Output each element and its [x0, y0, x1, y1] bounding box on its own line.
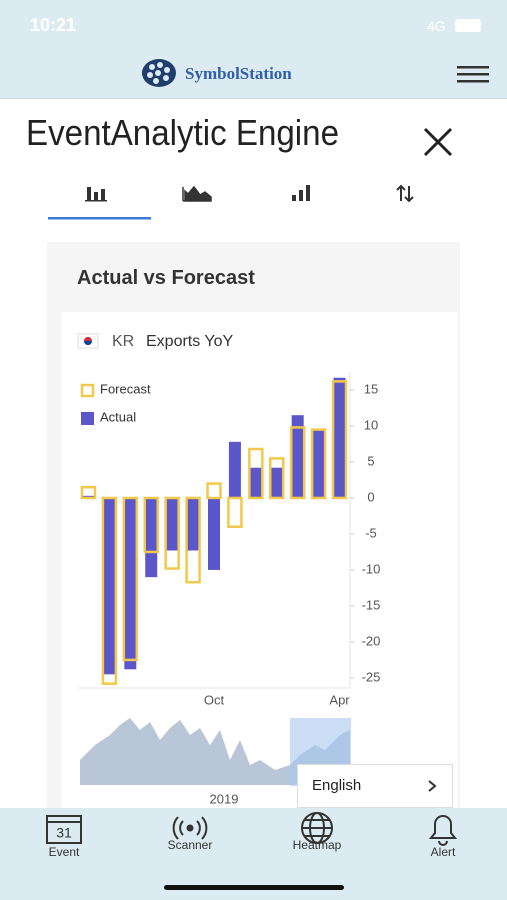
- tab-bar-chart[interactable]: [85, 187, 107, 202]
- forecast-bar: [331, 380, 348, 500]
- tab-label[interactable]: Scanner: [167, 838, 213, 852]
- forecast-bar: [101, 496, 118, 685]
- navigator-label: 2019: [210, 791, 239, 806]
- top-bar: SymbolStation: [0, 50, 507, 99]
- tab-label[interactable]: Alert: [430, 845, 456, 859]
- legend-swatch: [80, 383, 95, 398]
- flag: [77, 333, 99, 349]
- actual-bar: [208, 497, 220, 570]
- legend-label: Forecast: [100, 381, 151, 396]
- navigator-area: [80, 718, 350, 785]
- heatmap-icon[interactable]: [301, 812, 333, 844]
- y-tick-label: 5: [367, 453, 374, 468]
- forecast-bar: [80, 485, 97, 500]
- forecast-bar: [289, 426, 306, 500]
- forecast-bar: [164, 496, 180, 570]
- forecast-bar: [248, 447, 264, 500]
- page-title: EventAnalytic Engine: [26, 112, 340, 153]
- forecast-bar: [206, 482, 222, 500]
- battery: [455, 19, 481, 32]
- alert-icon[interactable]: [428, 815, 458, 846]
- forecast-bar: [310, 428, 327, 500]
- forecast-bar: [122, 496, 139, 662]
- y-tick-label: 15: [364, 381, 378, 396]
- actual-bar: [124, 497, 137, 670]
- language-label: English: [312, 777, 362, 794]
- card-title: Actual vs Forecast: [77, 267, 255, 289]
- event-icon[interactable]: 31: [46, 815, 82, 844]
- actual-bar: [228, 441, 241, 498]
- brand: SymbolStation: [185, 64, 292, 83]
- tab-area-chart[interactable]: [182, 185, 212, 202]
- chart-title: Exports YoY: [146, 333, 234, 350]
- legend-swatch: [81, 412, 94, 425]
- clock: 10:21: [30, 15, 77, 35]
- tab-sort[interactable]: [396, 184, 414, 203]
- tab-label[interactable]: Event: [48, 845, 80, 859]
- chevron: [428, 780, 437, 792]
- forecast-bar: [143, 496, 159, 554]
- actual-bar: [166, 497, 179, 551]
- actual-bar: [270, 467, 283, 498]
- active-tab-indicator: [48, 217, 151, 220]
- language-selector[interactable]: English: [297, 764, 453, 808]
- tab-column-chart[interactable]: [292, 185, 310, 201]
- y-tick-label: 10: [364, 417, 378, 432]
- status-bar: 10:21 4G: [0, 0, 507, 50]
- tab-bar: 31: [0, 808, 507, 900]
- menu-button[interactable]: [457, 65, 491, 85]
- forecast-bar: [185, 496, 201, 584]
- forecast-bar: [227, 496, 243, 529]
- y-tick-label: -5: [365, 525, 377, 540]
- actual-bar: [333, 377, 346, 498]
- close-button[interactable]: [422, 126, 454, 158]
- tab-label[interactable]: Heatmap: [292, 838, 342, 852]
- actual-bar: [103, 497, 116, 675]
- y-tick-label: -15: [362, 597, 381, 612]
- actual-bar: [249, 467, 262, 498]
- legend-label: Actual: [100, 409, 136, 424]
- forecast-bar: [269, 457, 285, 500]
- y-tick-label: -10: [362, 561, 381, 576]
- logo: [142, 59, 176, 87]
- actual-bar: [187, 497, 200, 551]
- calendar-day: 31: [56, 825, 72, 841]
- y-tick-label: 0: [367, 489, 374, 504]
- x-tick-label: Apr: [329, 692, 350, 707]
- y-tick-label: -20: [362, 633, 381, 648]
- actual-bar: [312, 429, 325, 498]
- y-tick-label: -25: [362, 669, 381, 684]
- actual-bar: [145, 497, 158, 578]
- scanner-icon[interactable]: [172, 816, 208, 840]
- network: 4G: [427, 18, 446, 34]
- country-code: KR: [112, 333, 134, 350]
- actual-bar: [291, 415, 304, 498]
- x-tick-label: Oct: [204, 692, 225, 707]
- tab-icons: 31: [46, 812, 458, 890]
- home-indicator: [164, 885, 344, 890]
- chart-type-tabs: [48, 184, 414, 220]
